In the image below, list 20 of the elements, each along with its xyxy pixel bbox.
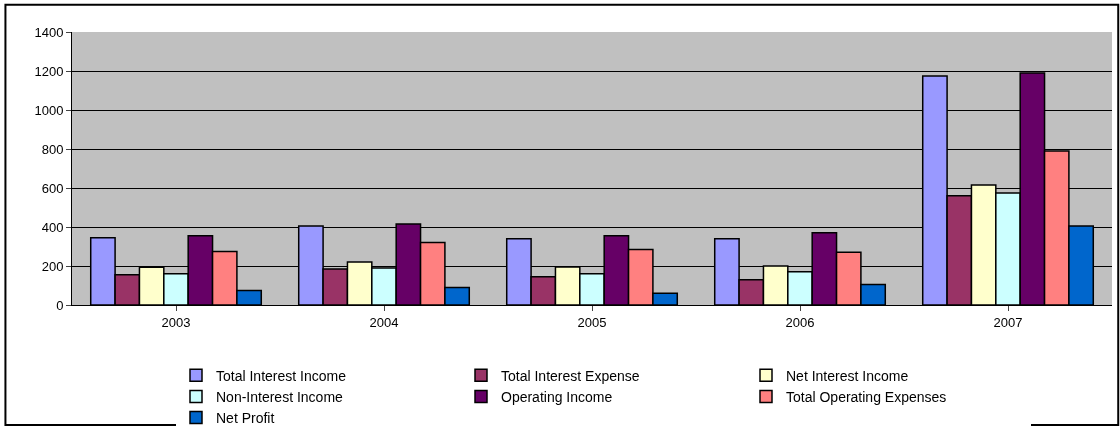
legend-label: Net Profit [216,410,275,427]
y-tick-label: 1000 [34,102,64,118]
x-tick-label: 2007 [993,314,1023,330]
legend-label: Total Interest Expense [501,367,640,384]
x-tick-label: 2004 [369,314,399,330]
legend-label: Operating Income [501,388,613,405]
y-tick-label: 800 [41,141,64,157]
legend-label: Non-Interest Income [216,388,344,405]
y-tick-label: 400 [41,219,64,235]
y-tick-label: 1200 [34,63,64,79]
x-tick-label: 2005 [577,314,607,330]
x-tick-label: 2003 [161,314,191,330]
y-tick-label: 0 [56,297,64,313]
y-tick-label: 600 [41,180,64,196]
legend-label: Total Interest Income [216,367,347,384]
legend-label: Net Interest Income [786,367,909,384]
y-tick-label: 200 [41,258,64,274]
legend-label: Total Operating Expenses [786,388,947,405]
y-tick-label: 1400 [34,24,64,40]
x-tick-label: 2006 [785,314,815,330]
